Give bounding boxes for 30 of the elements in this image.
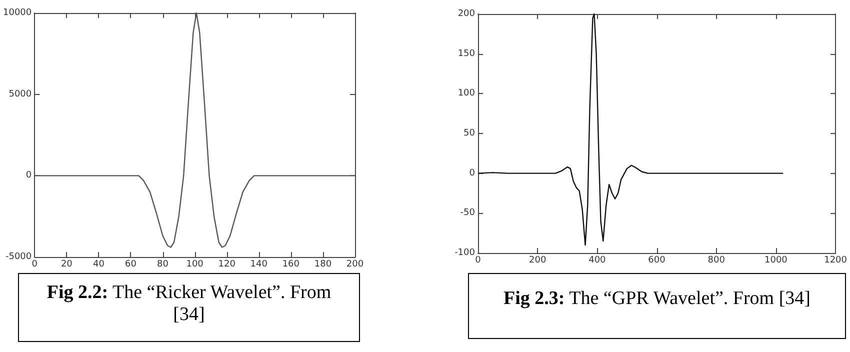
caption: Fig 2.3: The “GPR Wavelet”. From [34] [468,273,846,339]
line-series [477,13,784,246]
y-tick-label: -5000 [5,252,32,262]
y-tick-label: 150 [458,48,476,59]
y-tick-label: 100 [458,88,476,99]
x-tick-label: 1200 [824,256,848,266]
y-tick-label: -50 [460,208,476,218]
caption: Fig 2.2: The “Ricker Wavelet”. From [34] [18,273,360,342]
x-tick-label: 1000 [764,256,788,266]
y-tick-label: 5000 [8,89,32,100]
y-tick-label: 200 [458,9,476,19]
x-tick-label: 120 [218,260,236,270]
x-tick-label: 140 [250,260,268,270]
x-tick-label: 200 [529,256,546,266]
x-tick-label: 600 [648,256,666,266]
y-tick-label: 50 [464,128,476,138]
y-tick-label: 10000 [2,8,32,18]
x-tick-label: 40 [92,260,105,270]
y-tick-label: 0 [469,168,476,178]
x-tick-label: 160 [282,260,300,270]
x-tick-label: 180 [314,260,332,270]
x-tick-label: 400 [588,256,606,266]
x-tick-label: 80 [157,260,169,270]
y-tick-label: 0 [26,170,32,181]
x-tick-label: 800 [708,256,726,266]
x-tick-label: 100 [186,260,204,270]
x-tick-label: 60 [125,260,137,270]
x-tick-label: 20 [60,260,73,270]
x-tick-label: 200 [346,260,364,270]
y-tick-label: -100 [454,248,476,258]
